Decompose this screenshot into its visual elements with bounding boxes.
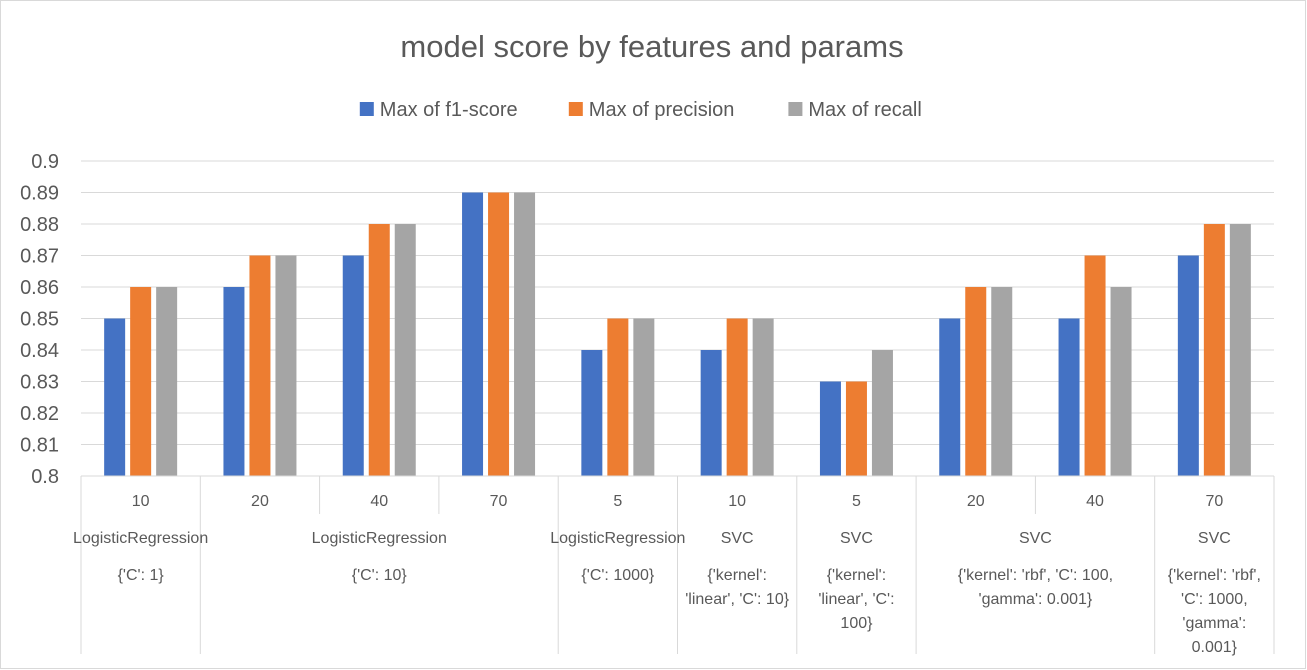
bar	[1084, 255, 1106, 476]
bar	[488, 192, 510, 476]
y-tick-label: 0.89	[20, 183, 59, 205]
legend-label: Max of precision	[589, 99, 735, 121]
x-param-label: {'kernel':	[827, 567, 886, 584]
x-param-label: 'gamma':	[1182, 615, 1246, 632]
bar	[607, 318, 629, 476]
bar	[752, 318, 774, 476]
x-category-label: 20	[967, 493, 985, 510]
legend: Max of f1-score Max of precision Max of re…	[359, 99, 922, 121]
y-tick-label: 0.81	[20, 435, 59, 457]
y-tick-label: 0.88	[20, 214, 59, 236]
x-category-label: 10	[728, 493, 746, 510]
x-category-label: 5	[852, 493, 861, 510]
bar	[845, 381, 867, 476]
bar	[726, 318, 748, 476]
x-param-label: 'linear', 'C': 10}	[685, 591, 789, 608]
x-param-label: 'C': 1000,	[1181, 591, 1248, 608]
x-param-label: {'kernel': 'rbf',	[1168, 567, 1261, 584]
chart-title: model score by features and params	[400, 29, 903, 64]
x-category-label: 70	[1205, 493, 1223, 510]
x-category-label: 10	[132, 493, 150, 510]
y-tick-label: 0.86	[20, 277, 59, 299]
y-axis: 0.8 0.81 0.82 0.83 0.84 0.85 0.86 0.87 0.88 0.89 0…	[20, 151, 59, 488]
bar	[581, 350, 603, 476]
y-tick-label: 0.83	[20, 372, 59, 394]
legend-label: Max of recall	[808, 99, 921, 121]
bar	[1058, 318, 1080, 476]
y-tick-label: 0.87	[20, 246, 59, 268]
legend-swatch	[568, 102, 583, 116]
bar	[819, 381, 841, 476]
bar	[1229, 224, 1251, 476]
x-param-label: {'C': 1000}	[581, 567, 654, 584]
x-category-label: 70	[490, 493, 508, 510]
bar	[394, 224, 416, 476]
bar	[368, 224, 390, 476]
x-model-label: SVC	[1019, 530, 1052, 547]
x-model-label: LogisticRegression	[73, 530, 208, 547]
legend-swatch	[788, 102, 803, 116]
bar	[991, 287, 1013, 476]
y-tick-label: 0.85	[20, 309, 59, 331]
x-param-label: 'linear', 'C':	[818, 591, 894, 608]
y-tick-label: 0.8	[31, 466, 59, 488]
bars	[104, 192, 1251, 476]
bar	[1177, 255, 1199, 476]
y-tick-label: 0.9	[31, 151, 59, 173]
x-category-label: 5	[613, 493, 622, 510]
x-model-label: SVC	[1198, 530, 1231, 547]
bar	[104, 318, 126, 476]
x-model-label: SVC	[840, 530, 873, 547]
bar	[871, 350, 893, 476]
bar	[700, 350, 722, 476]
x-param-label: {'C': 1}	[118, 567, 165, 584]
bar	[462, 192, 484, 476]
y-tick-label: 0.84	[20, 340, 59, 362]
x-category-label: 40	[370, 493, 388, 510]
x-param-label: 'gamma': 0.001}	[979, 591, 1093, 608]
bar	[275, 255, 297, 476]
bar	[633, 318, 655, 476]
bar	[342, 255, 364, 476]
bar	[223, 287, 245, 476]
bar	[156, 287, 178, 476]
x-category-label: 20	[251, 493, 269, 510]
x-param-label: 0.001}	[1192, 639, 1238, 656]
x-model-label: LogisticRegression	[550, 530, 685, 547]
bar	[965, 287, 987, 476]
bar	[1110, 287, 1132, 476]
x-model-label: LogisticRegression	[312, 530, 447, 547]
legend-label: Max of f1-score	[380, 99, 518, 121]
bar	[249, 255, 271, 476]
x-param-label: {'kernel': 'rbf', 'C': 100,	[958, 567, 1113, 584]
bar	[130, 287, 152, 476]
x-category-label: 40	[1086, 493, 1104, 510]
bar	[939, 318, 961, 476]
bar	[1203, 224, 1225, 476]
x-param-label: 100}	[840, 615, 873, 632]
legend-swatch	[359, 102, 374, 116]
y-tick-label: 0.82	[20, 403, 59, 425]
x-model-label: SVC	[721, 530, 754, 547]
bar	[514, 192, 536, 476]
x-param-label: {'kernel':	[707, 567, 766, 584]
x-param-label: {'C': 10}	[352, 567, 408, 584]
x-axis: 10 20 40 70 5 10 5 20 40 70 LogisticRegression Logi…	[73, 475, 1275, 656]
